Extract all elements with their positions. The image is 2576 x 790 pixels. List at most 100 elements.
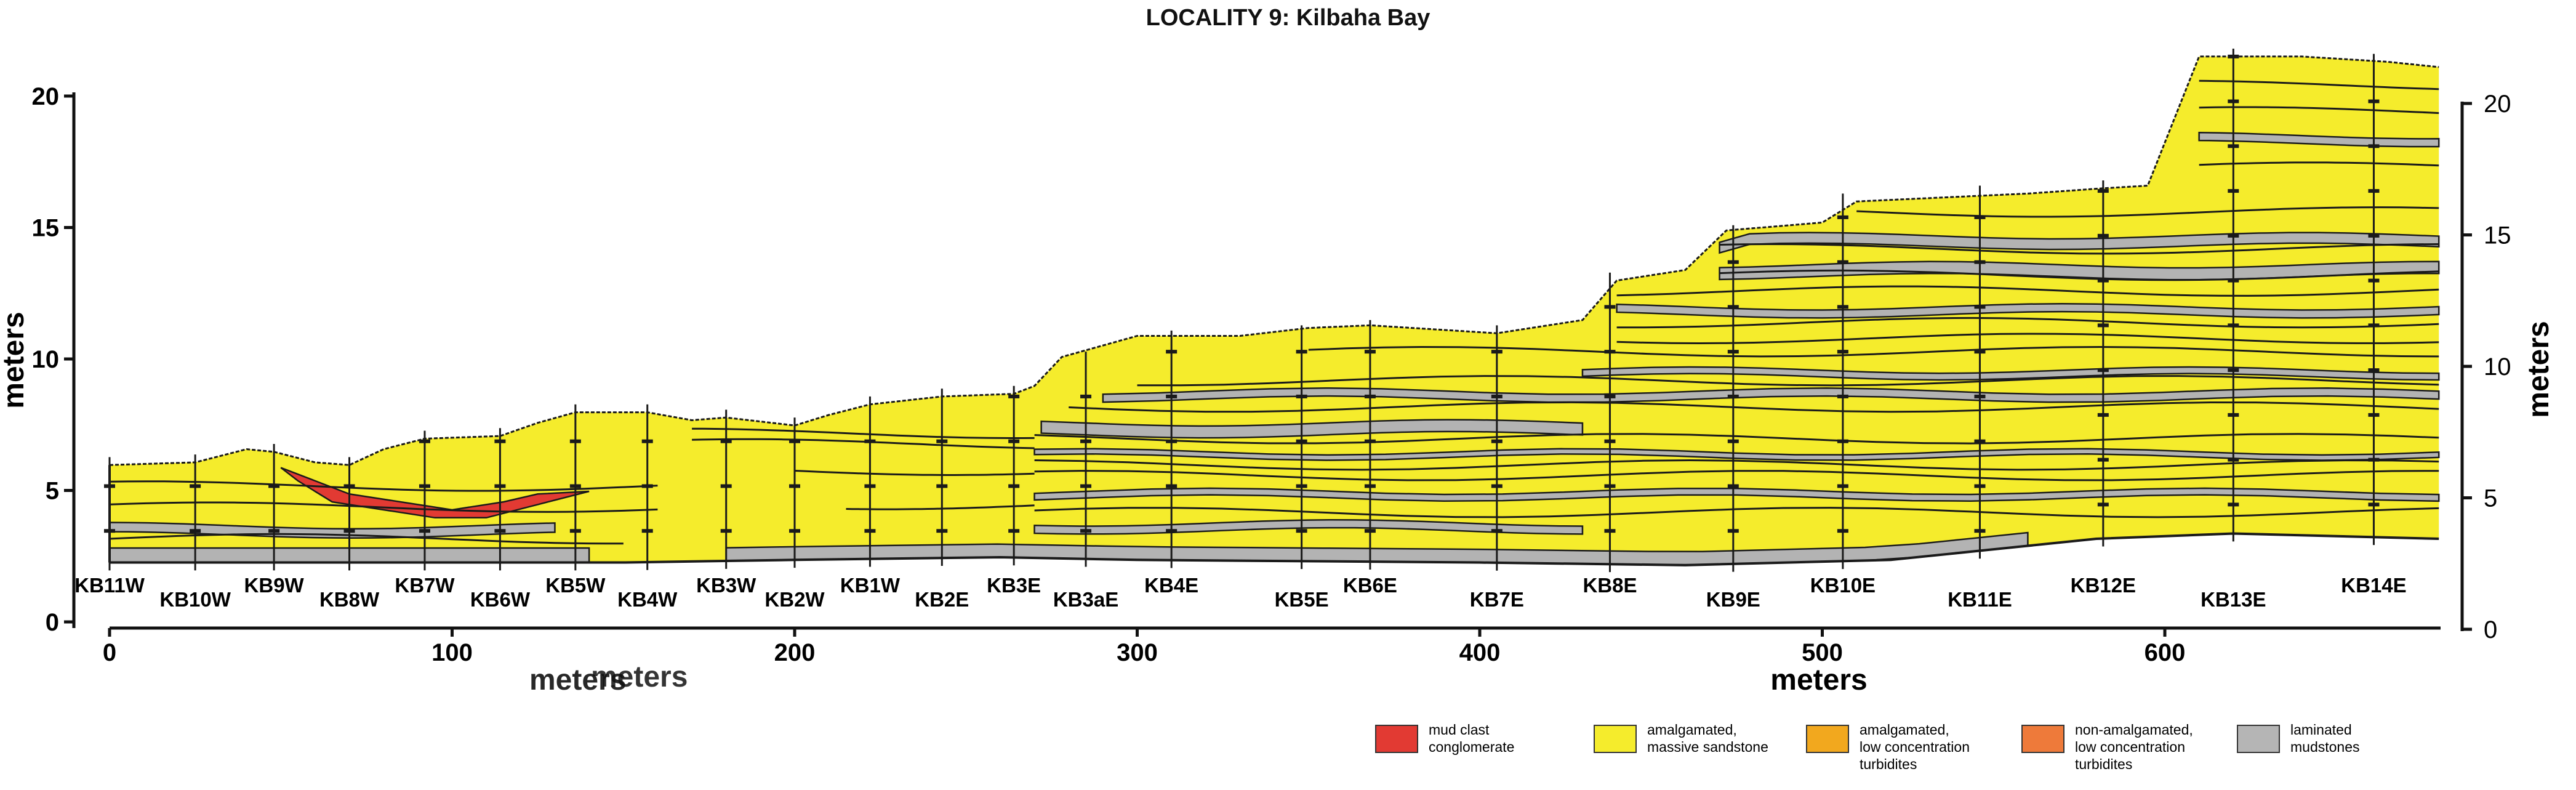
log-bed-marker <box>720 484 732 488</box>
bedding-line <box>1719 243 2439 255</box>
log-bed-marker <box>2368 278 2380 283</box>
log-bed-marker <box>2368 413 2380 417</box>
bottom-tick-label: 100 <box>431 639 473 666</box>
section-label: KB3aE <box>1053 588 1118 611</box>
log-bed-marker <box>720 529 732 533</box>
log-bed-marker <box>1837 305 1848 309</box>
cross-section-outline <box>108 55 2439 566</box>
log-bed-marker <box>494 529 506 533</box>
log-bed-marker <box>1727 260 1739 264</box>
log-bed-marker <box>1296 484 1307 488</box>
bottom-axis-label: meters <box>1770 664 1867 696</box>
right-tick-label: 10 <box>2484 353 2511 381</box>
section-label: KB2E <box>915 588 969 611</box>
log-bed-marker <box>864 529 876 533</box>
bedding-line <box>109 501 658 513</box>
log-bed-marker <box>1604 305 1616 309</box>
log-bed-marker <box>2368 189 2380 193</box>
log-bed-marker <box>1008 529 1020 533</box>
log-bed-marker <box>1974 215 1986 219</box>
bedding-line <box>794 470 1035 476</box>
bedding-line <box>1069 401 2439 413</box>
right-tick-label: 5 <box>2484 485 2497 512</box>
mudstone-layers <box>108 131 2440 566</box>
log-bed-marker <box>1974 305 1986 309</box>
log-bed-marker <box>2097 413 2109 417</box>
bedding-line <box>1616 316 2439 329</box>
log-bed-marker <box>1296 350 1307 354</box>
bedding-line <box>692 427 1035 439</box>
section-label: KB9W <box>244 574 305 597</box>
figure-title: LOCALITY 9: Kilbaha Bay <box>1146 5 1430 31</box>
bottom-tick-label: 300 <box>1117 639 1158 666</box>
log-bed-marker <box>789 484 800 488</box>
bedding-line <box>1616 333 2439 345</box>
mudstone-layer <box>1719 232 2440 254</box>
log-bed-marker <box>1727 350 1739 354</box>
legend-label-nonamalg: turbidites <box>2075 756 2132 772</box>
section-label: KB13E <box>2201 588 2266 611</box>
log-bed-marker <box>936 484 948 488</box>
section-label: KB2W <box>764 588 825 611</box>
bedding-line <box>1034 507 2439 518</box>
bedding-line <box>692 438 1035 449</box>
log-bed-marker <box>1837 260 1848 264</box>
section-label: KB9E <box>1706 588 1760 611</box>
sandstone-body <box>110 56 2439 565</box>
section-label: KB7W <box>395 574 455 597</box>
log-bed-marker <box>2228 54 2239 58</box>
legend-label-amalg-low: low concentration <box>1860 739 1970 755</box>
log-bed-marker <box>1974 350 1986 354</box>
log-bed-marker <box>2228 502 2239 507</box>
section-label: KB10E <box>1810 574 1876 597</box>
log-bed-marker <box>1080 394 1092 398</box>
log-bed-marker <box>1974 439 1986 443</box>
log-bed-marker <box>2368 457 2380 462</box>
bottom-tick-label: 500 <box>1802 639 1843 666</box>
log-bed-marker <box>1491 484 1503 488</box>
legend-label-mud: conglomerate <box>1429 739 1514 755</box>
legend-swatch-nonamalg <box>2021 725 2064 753</box>
left-tick-label: 10 <box>32 346 60 373</box>
section-label: KB8E <box>1583 574 1637 597</box>
log-bed-marker <box>1604 439 1616 443</box>
right-tick-label: 0 <box>2484 616 2497 643</box>
bedding-line <box>1034 470 2439 482</box>
bedding-line <box>846 504 1035 510</box>
bottom-tick-label: 200 <box>774 639 816 666</box>
legend-label-amalg-low: turbidites <box>1860 756 1917 772</box>
legend: mud clastconglomerateamalgamated,massive… <box>1375 722 2360 772</box>
log-bed-marker <box>1491 394 1503 398</box>
log-bed-marker <box>1837 529 1848 533</box>
legend-label-amalg: amalgamated, <box>1647 722 1737 738</box>
bedding-lines <box>109 79 2439 545</box>
log-bed-marker <box>2228 189 2239 193</box>
log-bed-marker <box>1296 439 1307 443</box>
legend-swatch-amalg <box>1594 725 1637 753</box>
section-label: KB1W <box>840 574 901 597</box>
log-bed-marker <box>1080 529 1092 533</box>
log-bed-marker <box>2097 233 2109 238</box>
log-bed-marker <box>936 439 948 443</box>
section-label: KB10W <box>159 588 231 611</box>
mudstone-layer <box>1033 448 2440 461</box>
log-bed-marker <box>2097 323 2109 328</box>
cross-section-body <box>110 56 2439 565</box>
section-label: KB3W <box>696 574 756 597</box>
measured-section-logs <box>104 48 2380 573</box>
bottom-axis-label-mask <box>529 676 603 695</box>
log-bed-marker <box>1604 484 1616 488</box>
log-bed-marker <box>1008 439 1020 443</box>
log-bed-marker <box>1837 394 1848 398</box>
log-bed-marker <box>343 484 355 488</box>
section-label: KB6W <box>470 588 531 611</box>
bottom-axis-overlap-label: meters <box>591 661 688 693</box>
log-bed-marker <box>2097 457 2109 462</box>
log-bed-marker <box>1166 484 1178 488</box>
bottom-axis: 0 100 200 300 400 500 600 meters meters meters <box>103 626 2441 696</box>
section-labels: KB11W KB10W KB9W KB8W KB7W KB6W KB5W KB4W KB3W KB… <box>74 574 2407 611</box>
log-bed-marker <box>1296 394 1307 398</box>
left-axis-ticks: 0 5 10 15 20 <box>32 83 74 636</box>
bedding-line <box>1719 269 2439 281</box>
